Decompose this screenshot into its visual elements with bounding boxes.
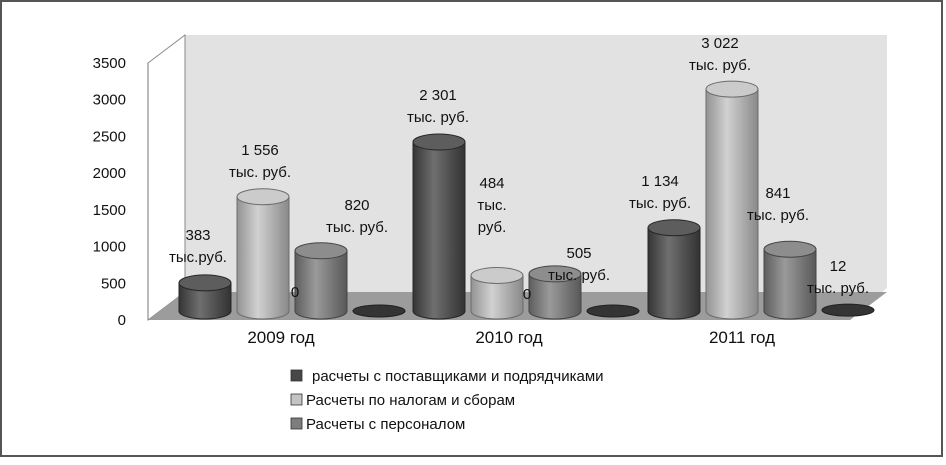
data-label: тыс. руб.: [548, 267, 610, 284]
bar: [647, 219, 701, 320]
bar: [821, 303, 875, 317]
side-wall: [147, 33, 186, 322]
bar: [705, 80, 759, 320]
data-label: тыс. руб.: [326, 219, 388, 236]
y-tick-label: 1500: [93, 202, 126, 219]
bar: [236, 188, 290, 320]
category-label: 2010 год: [475, 328, 542, 347]
legend: расчеты с поставщиками и подрядчиками Рас…: [290, 368, 604, 433]
data-label: тыс.руб.: [169, 249, 227, 266]
y-tick-label: 2500: [93, 128, 126, 145]
bar: [586, 304, 640, 318]
data-label: 841: [765, 185, 790, 202]
legend-label: Расчеты по налогам и сборам: [306, 392, 515, 409]
bar: [470, 266, 524, 320]
data-label: тыс.: [477, 197, 506, 214]
y-tick-label: 3500: [93, 55, 126, 72]
legend-swatch: [290, 369, 303, 382]
data-label: 484: [479, 175, 504, 192]
data-label: 0: [523, 286, 531, 303]
y-tick-label: 2000: [93, 165, 126, 182]
legend-swatch: [290, 417, 303, 430]
data-label: 3 022: [701, 35, 739, 52]
legend-label: расчеты с поставщиками и подрядчиками: [312, 368, 604, 385]
y-tick-label: 0: [118, 312, 126, 329]
y-axis-ticks: 0 500 1000 1500 2000 2500 3000 3500: [93, 55, 126, 329]
bar: [528, 265, 582, 320]
data-label: 0: [291, 284, 299, 301]
legend-swatch: [290, 393, 303, 406]
data-label: руб.: [478, 219, 507, 236]
data-label: 1 134: [641, 173, 679, 190]
bars-layer: [178, 80, 875, 320]
data-label: 383: [185, 227, 210, 244]
category-label: 2011 год: [709, 328, 775, 347]
data-label: 2 301: [419, 87, 457, 104]
bar: [763, 240, 817, 320]
data-label: тыс. руб.: [629, 195, 691, 212]
y-tick-label: 500: [101, 275, 126, 292]
y-tick-label: 3000: [93, 92, 126, 109]
data-label: тыс. руб.: [807, 280, 869, 297]
data-label: 820: [344, 197, 369, 214]
bar: [294, 242, 348, 320]
bar: [178, 274, 232, 320]
legend-label: Расчеты с персоналом: [306, 416, 465, 433]
category-label: 2009 год: [247, 328, 314, 347]
y-tick-label: 1000: [93, 239, 126, 256]
data-label: тыс. руб.: [229, 164, 291, 181]
data-label: тыс. руб.: [407, 109, 469, 126]
data-label: 1 556: [241, 142, 279, 159]
data-label: 505: [566, 245, 591, 262]
bar: [412, 133, 466, 320]
bar: [352, 304, 406, 318]
category-labels: 2009 год 2010 год 2011 год: [247, 328, 775, 347]
data-label: тыс. руб.: [747, 207, 809, 224]
data-label: тыс. руб.: [689, 57, 751, 74]
data-label: 12: [830, 258, 847, 275]
